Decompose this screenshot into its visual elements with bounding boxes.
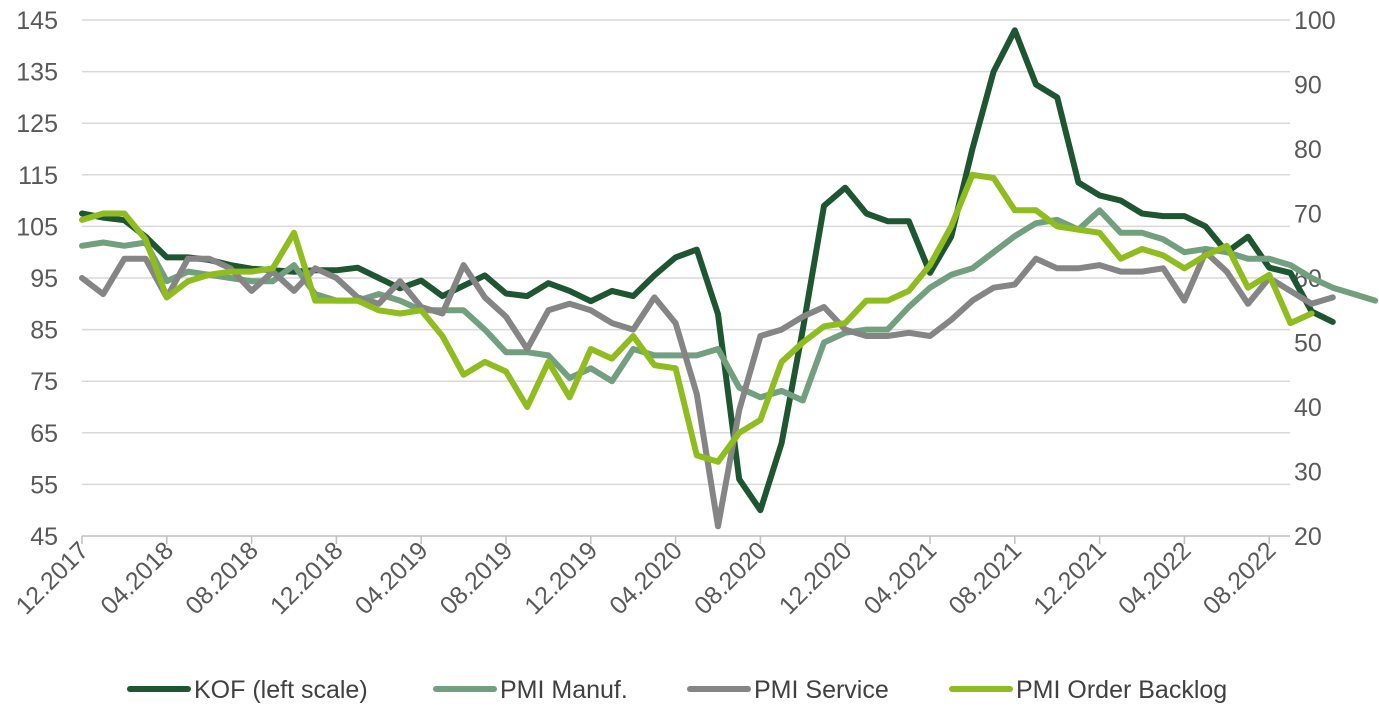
- x-tick-label: 08.2020: [689, 536, 773, 620]
- legend-label-2: PMI Service: [754, 676, 889, 704]
- left-tick-label: 125: [16, 110, 58, 138]
- series-lines: [79, 27, 1379, 530]
- left-tick-label: 45: [30, 523, 58, 551]
- right-tick-label: 90: [1294, 72, 1322, 100]
- x-tick-label: 08.2022: [1198, 536, 1282, 620]
- left-tick-label: 55: [30, 471, 58, 499]
- x-tick-label: 12.2018: [265, 536, 349, 620]
- legend-label-3: PMI Order Backlog: [1016, 676, 1227, 704]
- x-tick-label: 04.2021: [859, 536, 943, 620]
- left-tick-label: 85: [30, 317, 58, 345]
- left-tick-label: 75: [30, 368, 58, 396]
- left-axis-ticks: 45 55 65 75 85 95 105 115 125 135 145: [16, 7, 58, 551]
- legend-label-0: KOF (left scale): [194, 676, 368, 704]
- right-tick-label: 20: [1294, 523, 1322, 551]
- left-tick-label: 65: [30, 420, 58, 448]
- x-tick-label: 08.2021: [943, 536, 1027, 620]
- right-tick-label: 30: [1294, 459, 1322, 487]
- legend: KOF (left scale) PMI Manuf. PMI Service PMI…: [127, 676, 1227, 704]
- x-tick-label: 12.2019: [519, 536, 603, 620]
- left-tick-label: 95: [30, 265, 58, 293]
- right-tick-label: 70: [1294, 201, 1322, 229]
- x-tick-label: 04.2020: [604, 536, 688, 620]
- x-axis-ticks: 12.2017 04.2018 08.2018 12.2018 04.2019 08.20…: [11, 536, 1282, 620]
- x-tick-label: 04.2019: [350, 536, 434, 620]
- left-tick-label: 135: [16, 59, 58, 87]
- legend-label-1: PMI Manuf.: [500, 676, 628, 704]
- x-tick-label: 08.2018: [180, 536, 264, 620]
- x-tick-label: 12.2020: [774, 536, 858, 620]
- x-tick-label: 04.2022: [1113, 536, 1197, 620]
- left-tick-label: 145: [16, 7, 58, 35]
- x-tick-label: 08.2019: [435, 536, 519, 620]
- x-tick-label: 04.2018: [95, 536, 179, 620]
- right-tick-label: 40: [1294, 394, 1322, 422]
- series-line-3: [79, 171, 1315, 465]
- left-tick-label: 105: [16, 213, 58, 241]
- right-tick-label: 80: [1294, 136, 1322, 164]
- left-tick-label: 115: [18, 162, 58, 190]
- series-line-2: [79, 249, 1336, 530]
- series-line-1: [79, 207, 1379, 404]
- right-tick-label: 100: [1294, 7, 1336, 35]
- right-tick-label: 50: [1294, 330, 1322, 358]
- gridlines: [82, 19, 1290, 486]
- x-tick-label: 12.2021: [1028, 536, 1112, 620]
